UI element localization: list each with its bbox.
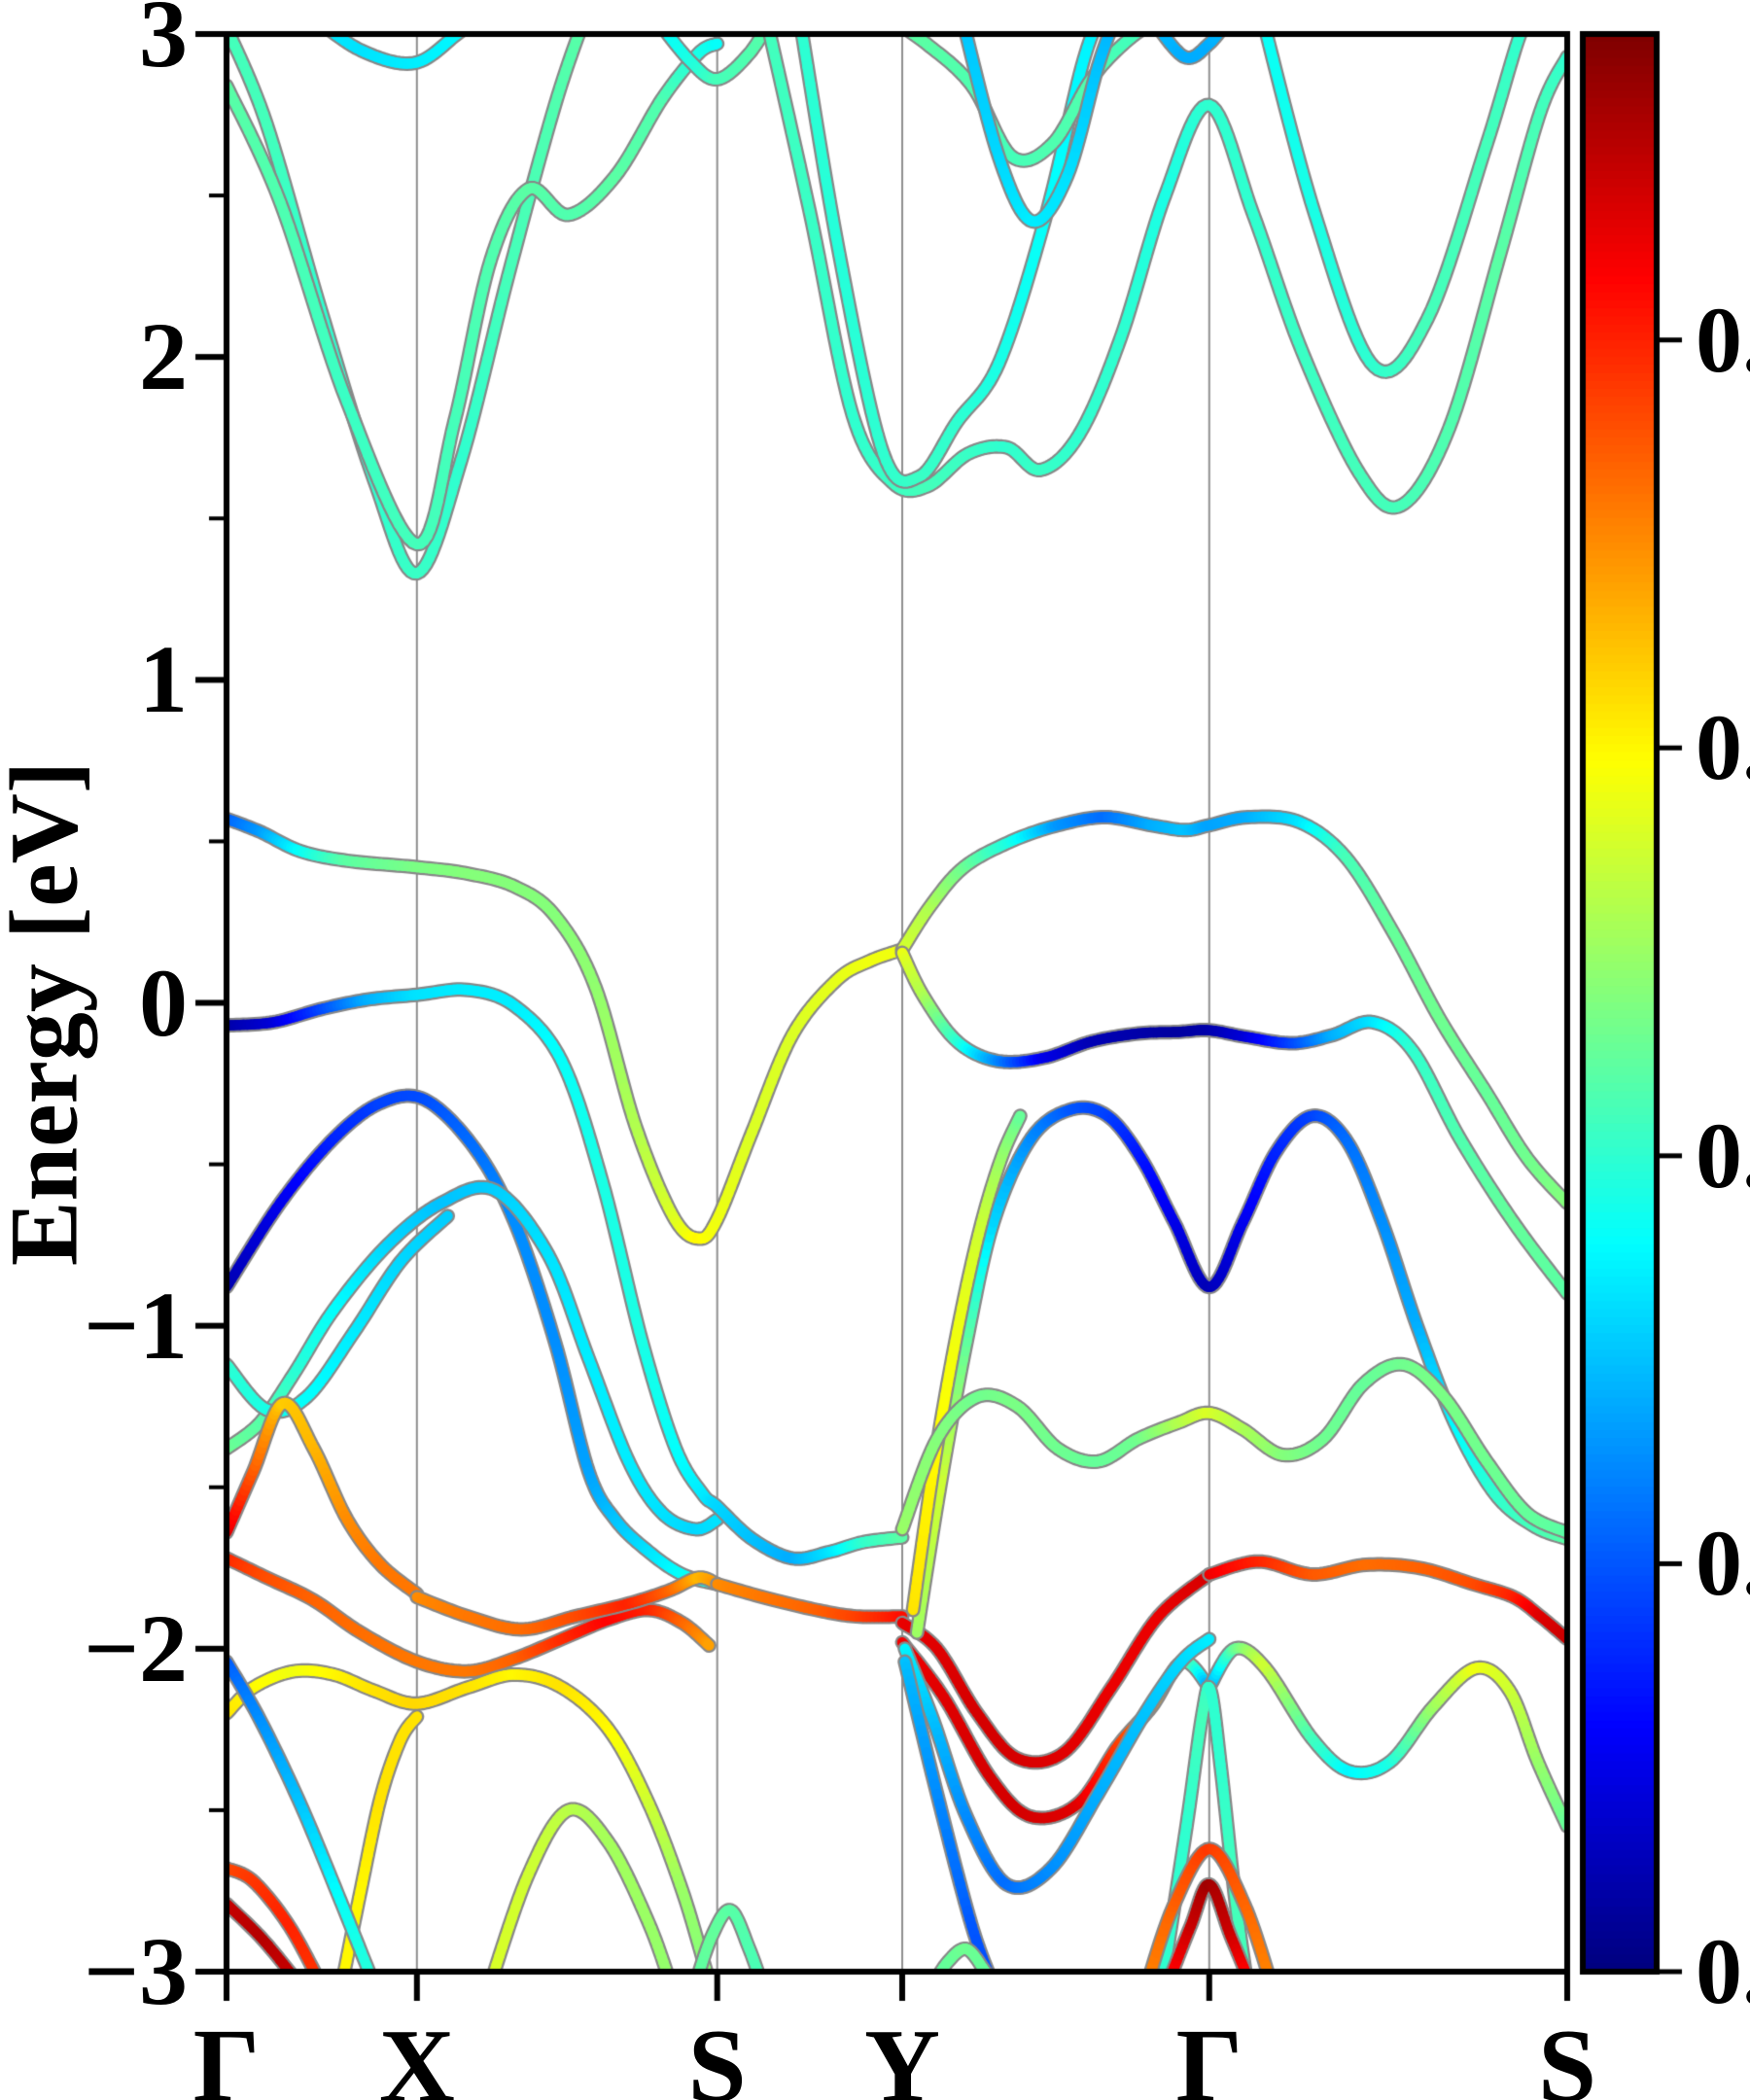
colorbar-tick-label: 0.4 bbox=[1696, 1102, 1750, 1208]
colorbar-tick-label: 0.8 bbox=[1696, 287, 1750, 392]
y-tick-label: −2 bbox=[84, 1593, 188, 1702]
colorbar-tick-label: 0.6 bbox=[1696, 695, 1750, 800]
x-tick-label: X bbox=[378, 2009, 455, 2100]
y-tick-label: 3 bbox=[139, 0, 188, 88]
x-tick-label: S bbox=[1537, 2009, 1597, 2100]
x-tick-label: Y bbox=[864, 2009, 941, 2100]
y-tick-label: 0 bbox=[139, 948, 188, 1057]
colorbar-tick-label: 0.2 bbox=[1696, 1511, 1750, 1616]
y-tick-label: −3 bbox=[84, 1917, 188, 2025]
x-tick-label: Γ bbox=[1175, 2009, 1243, 2100]
x-tick-label: S bbox=[687, 2009, 747, 2100]
y-tick-label: 1 bbox=[139, 625, 188, 734]
y-tick-label: 2 bbox=[139, 302, 188, 411]
y-tick-label: −1 bbox=[84, 1271, 188, 1380]
colorbar-tick-label: 0.0 bbox=[1696, 1919, 1750, 2023]
x-tick-label: Γ bbox=[192, 2009, 261, 2100]
